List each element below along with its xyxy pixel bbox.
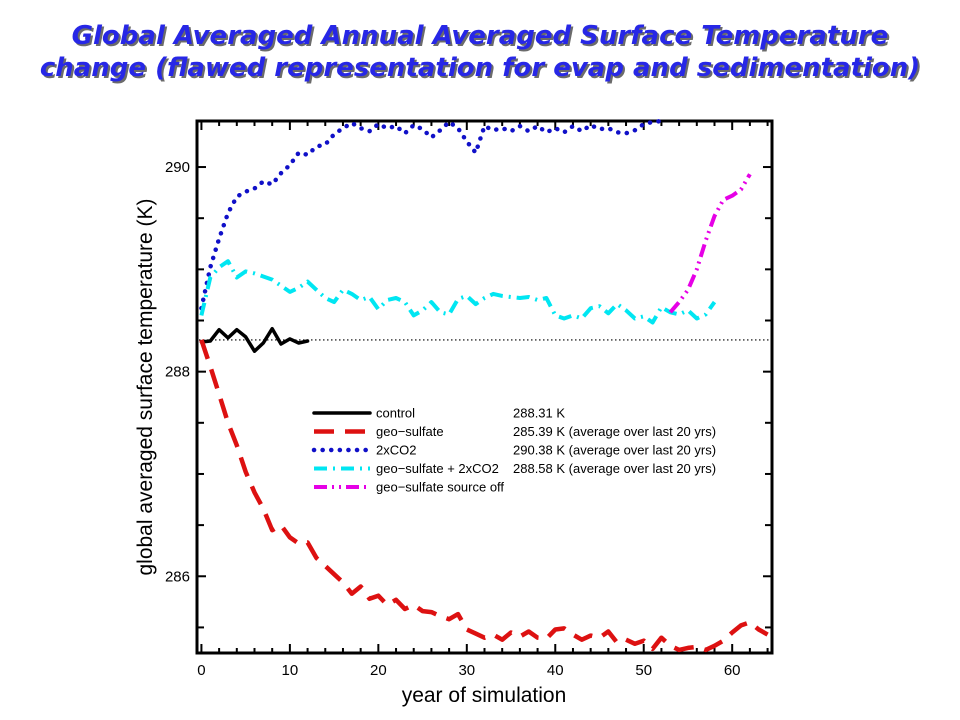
legend-label: geo−sulfate source off [376, 480, 504, 495]
legend: control 288.31 K geo−sulfate 285.39 K (aver… [311, 406, 716, 495]
x-tick-labels: 0 10 20 30 40 50 60 [197, 662, 740, 679]
legend-stat: 288.58 K (average over last 20 yrs) [513, 461, 716, 476]
series-line-0 [199, 326, 310, 353]
series-line-4 [668, 173, 752, 314]
x-tick-label: 60 [724, 662, 741, 679]
y-tick-labels: 286 288 290 [165, 159, 190, 585]
y-tick-label: 286 [165, 568, 190, 585]
y-axis-label: global averaged surface temperature (K) [134, 198, 157, 575]
legend-label: 2xCO2 [376, 443, 416, 458]
y-tick-label: 288 [165, 364, 190, 381]
series-line-3 [199, 259, 717, 325]
x-tick-label: 40 [547, 662, 564, 679]
series-layer [199, 118, 769, 653]
y-tick-label: 290 [165, 159, 190, 176]
slide-title: Global Averaged Annual Averaged Surface … [0, 20, 960, 84]
legend-stat: 288.31 K [513, 406, 565, 421]
x-tick-label: 50 [635, 662, 652, 679]
slide-title-line-1: Global Averaged Annual Averaged Surface … [71, 21, 889, 51]
legend-label: control [376, 406, 415, 421]
x-tick-label: 10 [282, 662, 299, 679]
legend-label: geo−sulfate [376, 424, 444, 439]
legend-label: geo−sulfate + 2xCO2 [376, 461, 499, 476]
series-line-1 [199, 339, 769, 653]
plot-frame [195, 119, 774, 655]
x-tick-label: 30 [458, 662, 475, 679]
x-tick-label: 0 [197, 662, 205, 679]
x-axis-label: year of simulation [402, 684, 567, 707]
legend-stat: 285.39 K (average over last 20 yrs) [513, 424, 716, 439]
axis-ticks [197, 121, 772, 653]
x-tick-label: 20 [370, 662, 387, 679]
slide-title-line-2: change (flawed representation for evap a… [39, 53, 921, 83]
series-line-2 [199, 118, 664, 311]
legend-stat: 290.38 K (average over last 20 yrs) [513, 443, 716, 458]
